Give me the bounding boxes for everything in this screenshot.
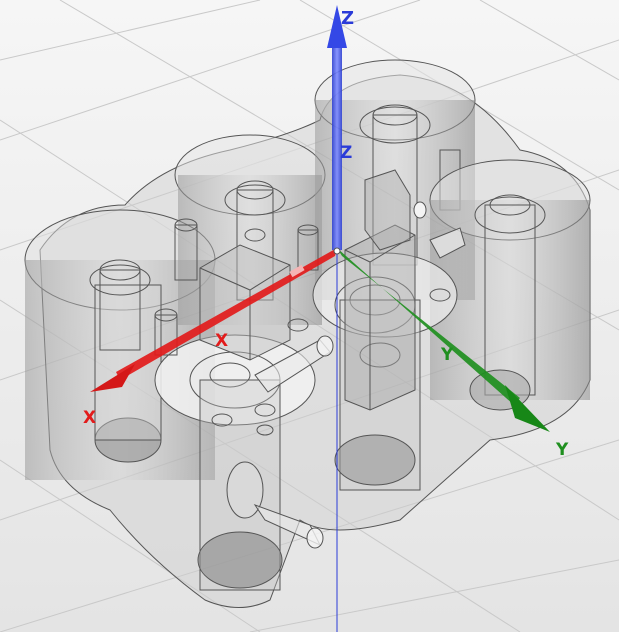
z-axis[interactable]	[327, 5, 347, 632]
model-body[interactable]	[24, 59, 591, 608]
z-axis-label-mid: Z	[340, 143, 352, 163]
y-axis-label-end: Y	[555, 440, 569, 460]
y-axis[interactable]	[337, 248, 550, 432]
origin-marker	[333, 247, 341, 255]
x-axis[interactable]	[90, 248, 337, 392]
x-axis-label-mid: X	[215, 331, 228, 351]
z-axis-label-top: Z	[341, 8, 354, 29]
x-axis-label-end: X	[83, 408, 96, 428]
y-axis-label-mid: Y	[440, 345, 454, 365]
